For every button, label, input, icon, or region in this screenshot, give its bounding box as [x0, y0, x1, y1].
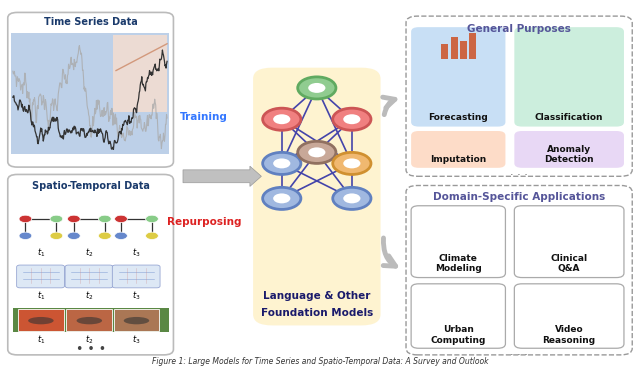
Text: Repurposing: Repurposing — [167, 217, 241, 227]
Text: $t_2$: $t_2$ — [85, 334, 93, 347]
Text: • • •: • • • — [76, 343, 106, 356]
Ellipse shape — [77, 317, 102, 324]
Circle shape — [273, 114, 291, 124]
FancyBboxPatch shape — [515, 131, 624, 168]
Bar — [441, 44, 448, 59]
Text: Foundation Models: Foundation Models — [260, 308, 373, 318]
Circle shape — [333, 187, 371, 210]
FancyBboxPatch shape — [8, 13, 173, 167]
Circle shape — [115, 215, 127, 223]
Bar — [13, 308, 169, 332]
Circle shape — [99, 232, 111, 239]
Text: Figure 1: Large Models for Time Series and Spatio-Temporal Data: A Survey and Ou: Figure 1: Large Models for Time Series a… — [152, 357, 488, 366]
Circle shape — [145, 215, 158, 223]
Circle shape — [333, 152, 371, 174]
Circle shape — [273, 158, 291, 168]
Bar — [451, 37, 458, 59]
Text: . . .: . . . — [510, 347, 528, 357]
Text: Time Series Data: Time Series Data — [44, 17, 138, 27]
FancyArrowPatch shape — [383, 97, 395, 115]
Text: Training: Training — [180, 112, 228, 122]
FancyBboxPatch shape — [406, 16, 632, 176]
Bar — [460, 40, 467, 59]
Ellipse shape — [124, 317, 149, 324]
Text: Urban
Computing: Urban Computing — [431, 325, 486, 345]
Circle shape — [145, 232, 158, 239]
Text: Classification: Classification — [535, 113, 604, 122]
Circle shape — [19, 215, 32, 223]
FancyBboxPatch shape — [515, 27, 624, 127]
Text: $t_1$: $t_1$ — [36, 290, 45, 302]
Bar — [113, 309, 159, 331]
Circle shape — [50, 215, 63, 223]
Circle shape — [343, 114, 360, 124]
FancyBboxPatch shape — [65, 265, 113, 288]
Circle shape — [343, 193, 360, 203]
Text: Domain-Specific Applications: Domain-Specific Applications — [433, 192, 605, 202]
Circle shape — [115, 232, 127, 239]
FancyBboxPatch shape — [406, 186, 632, 355]
FancyBboxPatch shape — [515, 284, 624, 348]
Text: Clinical
Q&A: Clinical Q&A — [550, 254, 588, 273]
FancyBboxPatch shape — [515, 206, 624, 278]
Circle shape — [262, 108, 301, 130]
Text: $t_3$: $t_3$ — [132, 290, 141, 302]
Text: $t_1$: $t_1$ — [36, 247, 45, 259]
Circle shape — [262, 187, 301, 210]
Bar — [18, 309, 64, 331]
Text: General Purposes: General Purposes — [467, 24, 571, 34]
Circle shape — [273, 193, 291, 203]
Bar — [11, 33, 169, 154]
Circle shape — [99, 215, 111, 223]
Text: Anomaly
Detection: Anomaly Detection — [545, 145, 594, 164]
Circle shape — [308, 147, 325, 157]
FancyArrow shape — [183, 166, 261, 186]
FancyBboxPatch shape — [112, 265, 160, 288]
FancyBboxPatch shape — [411, 284, 506, 348]
Text: $t_2$: $t_2$ — [85, 290, 93, 302]
Text: $t_2$: $t_2$ — [85, 247, 93, 259]
Circle shape — [308, 83, 325, 93]
Text: . . .: . . . — [510, 167, 528, 177]
Circle shape — [67, 232, 80, 239]
FancyBboxPatch shape — [411, 131, 506, 168]
Circle shape — [298, 77, 336, 99]
Text: $t_1$: $t_1$ — [36, 334, 45, 347]
Text: Forecasting: Forecasting — [428, 113, 488, 122]
Circle shape — [343, 158, 360, 168]
Text: Spatio-Temporal Data: Spatio-Temporal Data — [31, 181, 150, 190]
FancyBboxPatch shape — [8, 174, 173, 355]
Circle shape — [50, 232, 63, 239]
Circle shape — [19, 232, 32, 239]
Text: Climate
Modeling: Climate Modeling — [435, 254, 482, 273]
Bar — [469, 33, 476, 59]
FancyBboxPatch shape — [411, 206, 506, 278]
Circle shape — [262, 152, 301, 174]
Text: Language & Other: Language & Other — [263, 291, 371, 301]
Text: $t_3$: $t_3$ — [132, 247, 141, 259]
Ellipse shape — [28, 317, 54, 324]
Circle shape — [333, 108, 371, 130]
Bar — [67, 309, 112, 331]
Circle shape — [298, 141, 336, 163]
FancyBboxPatch shape — [411, 27, 506, 127]
FancyBboxPatch shape — [253, 68, 381, 325]
Text: Imputation: Imputation — [430, 155, 486, 164]
FancyArrowPatch shape — [383, 238, 396, 266]
Circle shape — [67, 215, 80, 223]
Bar — [113, 35, 167, 112]
Text: $t_3$: $t_3$ — [132, 334, 141, 347]
FancyBboxPatch shape — [17, 265, 65, 288]
Text: Video
Reasoning: Video Reasoning — [543, 325, 596, 345]
